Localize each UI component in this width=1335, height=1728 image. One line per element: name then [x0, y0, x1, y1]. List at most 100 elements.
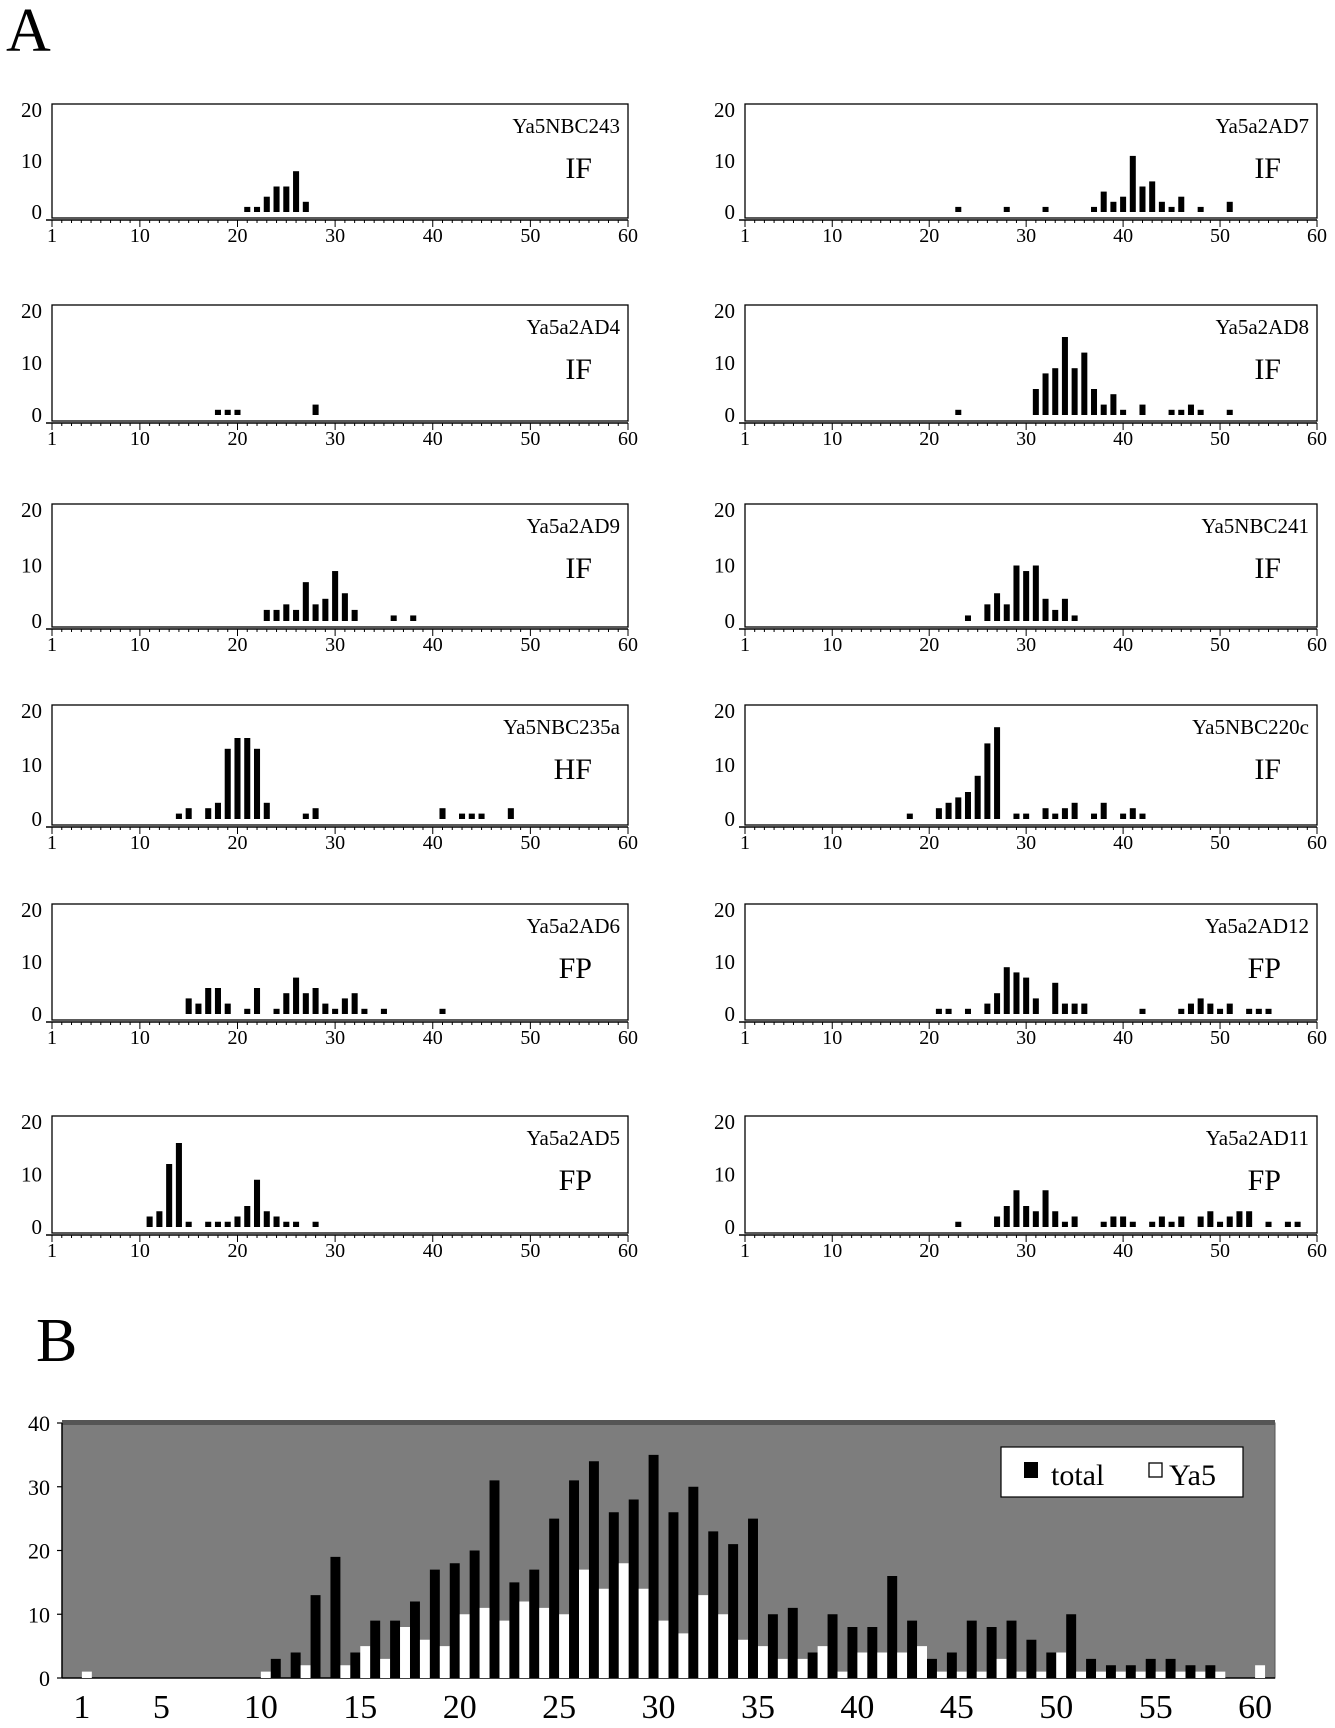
bar	[1120, 813, 1127, 819]
bar-ya5	[976, 1671, 987, 1678]
bar-total	[1205, 1665, 1216, 1678]
y-tick-label: 10	[21, 1163, 42, 1187]
x-tick-label: 10	[822, 1240, 842, 1262]
bar	[1120, 1216, 1127, 1227]
histogram-class: IF	[1254, 152, 1281, 185]
bar	[1003, 967, 1010, 1014]
x-tick-label: 60	[618, 634, 638, 656]
bar	[1052, 813, 1059, 819]
bar	[1110, 201, 1117, 212]
histogram-class: FP	[1248, 952, 1281, 985]
bar	[1110, 1216, 1117, 1227]
bar	[273, 1216, 280, 1227]
bar-ya5	[579, 1569, 589, 1678]
x-tick-label: 10	[130, 634, 150, 656]
bar	[224, 748, 231, 819]
histogram-class: HF	[554, 753, 592, 786]
x-tick-label: 30	[1016, 634, 1036, 656]
bar-ya5	[340, 1665, 351, 1678]
bar	[1052, 368, 1059, 415]
bar	[935, 808, 942, 819]
bar	[974, 775, 981, 819]
bar	[955, 797, 962, 819]
bar-total	[469, 1550, 480, 1678]
bar-total	[270, 1658, 281, 1678]
x-tick-label: 40	[423, 225, 443, 247]
bar	[166, 1164, 173, 1227]
x-tick-label: 20	[919, 634, 939, 656]
bar	[214, 1221, 221, 1227]
x-tick-label: 50	[1210, 428, 1230, 450]
bar	[1265, 1008, 1272, 1014]
bar-total	[529, 1569, 540, 1678]
bar-total	[628, 1499, 639, 1678]
y-tick-label: 0	[32, 1215, 43, 1239]
bar	[341, 998, 348, 1014]
bar-ya5	[1016, 1671, 1027, 1678]
x-tick-label: 40	[840, 1689, 874, 1726]
y-tick-label: 0	[32, 807, 43, 831]
x-tick-label: 5	[153, 1689, 170, 1726]
y-tick-label: 20	[21, 898, 42, 922]
bar-ya5	[81, 1671, 92, 1678]
x-tick-label: 10	[130, 1027, 150, 1049]
y-tick-label: 20	[714, 498, 735, 522]
x-tick-label: 60	[618, 428, 638, 450]
bar	[1120, 196, 1127, 212]
bar	[273, 609, 280, 621]
bar	[1032, 389, 1039, 415]
bar-ya5	[638, 1588, 649, 1678]
x-tick-label: 60	[1307, 225, 1327, 247]
bar	[964, 615, 971, 621]
x-tick-label: 10	[130, 428, 150, 450]
x-tick-label: 50	[1210, 634, 1230, 656]
bar	[244, 206, 251, 212]
x-tick-label: 60	[618, 832, 638, 854]
x-tick-label: 60	[1238, 1689, 1272, 1726]
x-tick-label: 1	[740, 634, 750, 656]
bar	[478, 813, 485, 819]
x-tick-label: 60	[1307, 1240, 1327, 1262]
bar	[312, 808, 319, 819]
x-tick-label: 20	[919, 1027, 939, 1049]
legend-label-ya5: Ya5	[1169, 1459, 1216, 1492]
x-tick-label: 30	[325, 634, 345, 656]
bar	[1294, 1221, 1301, 1227]
bar	[1023, 571, 1030, 621]
y-tick-label: 20	[714, 699, 735, 723]
x-tick-label: 1	[740, 1240, 750, 1262]
bar	[984, 1003, 991, 1014]
bar	[1100, 191, 1107, 212]
y-tick-label: 20	[714, 898, 735, 922]
bar	[390, 615, 397, 621]
bar	[312, 988, 319, 1014]
histogram-class: FP	[1248, 1164, 1281, 1197]
legend-box	[1000, 1446, 1244, 1498]
bar-total	[588, 1461, 599, 1678]
bar	[1061, 1221, 1068, 1227]
x-tick-label: 20	[227, 1240, 247, 1262]
histogram-Ya5a2AD9: 1 10 20 30 40 50 60 0 10 20 Ya5a2AD9 IF	[21, 498, 638, 656]
bar-ya5	[837, 1671, 848, 1678]
bar-total	[648, 1454, 659, 1678]
x-tick-label: 50	[1210, 832, 1230, 854]
x-tick-label: 20	[919, 428, 939, 450]
bar-ya5	[936, 1671, 947, 1678]
y-tick-label: 0	[725, 200, 736, 224]
bar-ya5	[877, 1652, 888, 1678]
bar	[244, 738, 251, 819]
bar	[964, 1008, 971, 1014]
y-tick-label: 0	[32, 1002, 43, 1026]
x-tick-label: 50	[1210, 1027, 1230, 1049]
bar	[1052, 609, 1059, 621]
bar	[214, 988, 221, 1014]
bar	[234, 409, 241, 415]
x-tick-label: 1	[47, 634, 57, 656]
x-tick-label: 20	[227, 1027, 247, 1049]
bar-total	[429, 1569, 440, 1678]
y-tick-label: 0	[32, 609, 43, 633]
bar	[1149, 181, 1156, 212]
plot-frame	[744, 503, 1318, 628]
x-tick-label: 20	[227, 225, 247, 247]
histogram-name: Ya5NBC235a	[503, 715, 621, 739]
